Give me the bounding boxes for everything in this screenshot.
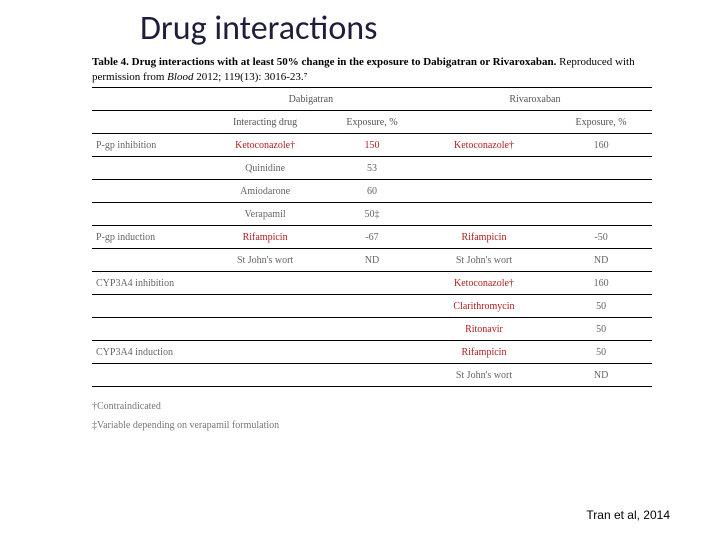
table-cell: Ketoconazole† — [204, 133, 326, 156]
table-cell — [204, 363, 326, 386]
table-row: CYP3A4 induction Rifampicin50 — [92, 340, 652, 363]
header-exposure-2: Exposure, % — [550, 110, 652, 133]
table-row: CYP3A4 inhibition Ketoconazole†160 — [92, 271, 652, 294]
table-cell: ND — [326, 248, 418, 271]
table-cell — [92, 248, 204, 271]
table-cell — [550, 179, 652, 202]
table-cell — [326, 340, 418, 363]
table-row: St John's wortNDSt John's wortND — [92, 248, 652, 271]
header-blank — [92, 87, 204, 110]
table-cell: 160 — [550, 271, 652, 294]
header-interacting-drug-2 — [418, 110, 550, 133]
table-row: P-gp inductionRifampicin-67Rifampicin-50 — [92, 225, 652, 248]
table-row: P-gp inhibitionKetoconazole†150Ketoconaz… — [92, 133, 652, 156]
table-cell — [92, 202, 204, 225]
table-cell — [92, 179, 204, 202]
table-cell — [326, 294, 418, 317]
header-rivaroxaban: Rivaroxaban — [418, 87, 652, 110]
table-cell — [326, 271, 418, 294]
table-cell: ND — [550, 363, 652, 386]
table-cell: Clarithromycin — [418, 294, 550, 317]
table-cell: 50 — [550, 294, 652, 317]
table-cell — [418, 179, 550, 202]
table-cell: -67 — [326, 225, 418, 248]
table-cell: CYP3A4 inhibition — [92, 271, 204, 294]
table-cell: Rifampicin — [418, 340, 550, 363]
table-cell — [92, 317, 204, 340]
table-cell: ND — [550, 248, 652, 271]
citation: Tran et al, 2014 — [586, 508, 670, 522]
table-row: Amiodarone60 — [92, 179, 652, 202]
caption-bold: Table 4. Drug interactions with at least… — [92, 56, 556, 68]
table-cell: 150 — [326, 133, 418, 156]
table-cell: 50 — [550, 317, 652, 340]
caption-italic: Blood — [167, 71, 193, 83]
table-cell — [92, 294, 204, 317]
table-cell: Rifampicin — [418, 225, 550, 248]
header-exposure-1: Exposure, % — [326, 110, 418, 133]
table-cell — [92, 156, 204, 179]
table-cell: 160 — [550, 133, 652, 156]
table-cell — [204, 317, 326, 340]
table-row: Clarithromycin50 — [92, 294, 652, 317]
table-cell: 50‡ — [326, 202, 418, 225]
table-row: St John's wortND — [92, 363, 652, 386]
table-body: P-gp inhibitionKetoconazole†150Ketoconaz… — [92, 133, 652, 386]
table-cell: P-gp inhibition — [92, 133, 204, 156]
table-cell — [418, 156, 550, 179]
footnotes: †Contraindicated ‡Variable depending on … — [92, 397, 680, 435]
table-cell: St John's wort — [418, 248, 550, 271]
table-cell — [550, 202, 652, 225]
table-row: Ritonavir50 — [92, 317, 652, 340]
header-blank2 — [92, 110, 204, 133]
table-cell — [550, 156, 652, 179]
table-cell: 53 — [326, 156, 418, 179]
footnote-verapamil: ‡Variable depending on verapamil formula… — [92, 416, 680, 435]
table-cell — [326, 363, 418, 386]
table-cell: Verapamil — [204, 202, 326, 225]
table-cell: Ketoconazole† — [418, 271, 550, 294]
table-cell — [204, 294, 326, 317]
table-row: Verapamil50‡ — [92, 202, 652, 225]
table-cell — [418, 202, 550, 225]
table-cell — [92, 363, 204, 386]
table-cell: St John's wort — [204, 248, 326, 271]
table-cell: Rifampicin — [204, 225, 326, 248]
table-caption: Table 4. Drug interactions with at least… — [92, 55, 680, 85]
table-cell: Quinidine — [204, 156, 326, 179]
table-cell: P-gp induction — [92, 225, 204, 248]
caption-suffix: 2012; 119(13): 3016-23.⁷ — [193, 71, 307, 83]
table-cell — [204, 340, 326, 363]
table-cell: Amiodarone — [204, 179, 326, 202]
table-row: Quinidine53 — [92, 156, 652, 179]
table-cell: St John's wort — [418, 363, 550, 386]
table-cell: -50 — [550, 225, 652, 248]
table-cell: Ritonavir — [418, 317, 550, 340]
table-cell — [204, 271, 326, 294]
interactions-table: Dabigatran Rivaroxaban Interacting drug … — [92, 87, 652, 387]
table-cell — [326, 317, 418, 340]
table-cell: 50 — [550, 340, 652, 363]
header-interacting-drug-1: Interacting drug — [204, 110, 326, 133]
table-cell: Ketoconazole† — [418, 133, 550, 156]
footnote-contraindicated: †Contraindicated — [92, 397, 680, 416]
header-dabigatran: Dabigatran — [204, 87, 418, 110]
table-cell: CYP3A4 induction — [92, 340, 204, 363]
table-cell: 60 — [326, 179, 418, 202]
slide-title: Drug interactions — [140, 8, 680, 49]
